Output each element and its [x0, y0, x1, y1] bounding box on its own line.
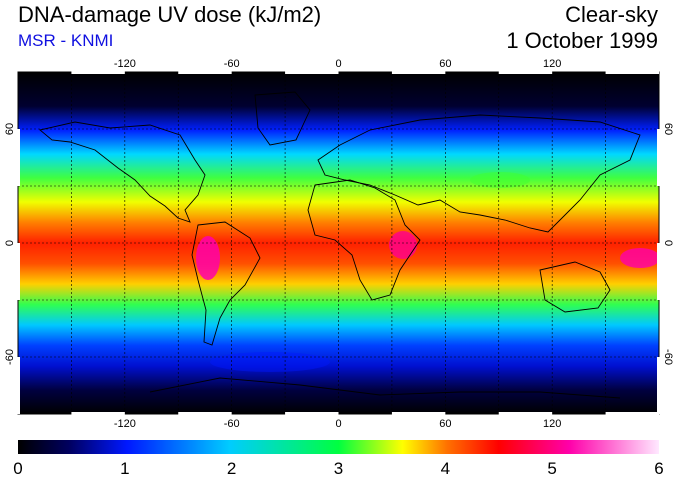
- frame-tick-left: [16, 129, 20, 186]
- colorbar-label: 6: [654, 459, 663, 478]
- colorbar-label: 3: [334, 459, 343, 478]
- lat-tick-label: -60: [4, 349, 16, 365]
- lat-tick-label: 0: [4, 240, 16, 246]
- frame-tick-top: [71, 70, 125, 74]
- coastlines: [39, 91, 641, 399]
- frame-tick-right: [657, 129, 661, 186]
- frame-tick-top: [605, 70, 659, 74]
- coast-south-america: [191, 221, 261, 346]
- frame-tick-top: [285, 70, 339, 74]
- lon-tick-label: -120: [114, 58, 136, 70]
- lon-tick-label: 60: [439, 418, 451, 430]
- coast-australia: [539, 261, 611, 313]
- frame-tick-left: [16, 243, 20, 300]
- lon-tick-label: -120: [114, 418, 136, 430]
- colorbar-label: 0: [13, 459, 22, 478]
- colorbar-label: 4: [441, 459, 450, 478]
- lon-tick-labels-top: -120 -60 0 60 120: [114, 58, 562, 70]
- coast-europe-asia: [317, 114, 641, 233]
- frame-tick-top: [498, 70, 553, 74]
- frame-tick-bottom: [285, 412, 339, 416]
- date-label: 1 October 1999: [506, 28, 658, 53]
- coast-antarctica: [149, 377, 621, 399]
- coast-north-america: [39, 121, 206, 223]
- frame-tick-top: [391, 70, 446, 74]
- lon-tick-labels-bottom: -120 -60 0 60 120: [114, 418, 562, 430]
- colorbar-labels: 0 1 2 3 4 5 6: [13, 459, 663, 478]
- frame-tick-left: [16, 357, 20, 414]
- frame-ticks: [16, 70, 661, 416]
- frame-tick-right: [657, 357, 661, 414]
- frame-tick-bottom: [498, 412, 553, 416]
- lon-tick-label: 0: [335, 58, 341, 70]
- lat-tick-label: 60: [662, 123, 674, 135]
- lon-tick-label: 120: [543, 58, 561, 70]
- lat-tick-labels-right: 60 0 -60: [662, 123, 674, 365]
- lat-tick-label: 60: [4, 123, 16, 135]
- map-title: DNA-damage UV dose (kJ/m2): [18, 2, 322, 27]
- frame-tick-bottom: [71, 412, 125, 416]
- lon-tick-label: -60: [224, 58, 240, 70]
- lon-tick-label: 120: [543, 418, 561, 430]
- graticule: [18, 72, 659, 414]
- lon-tick-label: 0: [335, 418, 341, 430]
- frame-tick-bottom: [178, 412, 232, 416]
- lat-tick-label: 0: [662, 240, 674, 246]
- frame-tick-top: [178, 70, 232, 74]
- coast-africa: [307, 179, 421, 301]
- lat-tick-label: -60: [662, 349, 674, 365]
- frame-tick-bottom: [391, 412, 446, 416]
- frame-tick-bottom: [605, 412, 659, 416]
- lon-tick-label: 60: [439, 58, 451, 70]
- frame-tick-right: [657, 243, 661, 300]
- coast-greenland: [254, 91, 311, 146]
- lon-tick-label: -60: [224, 418, 240, 430]
- colorbar-label: 5: [547, 459, 556, 478]
- colorbar-label: 2: [227, 459, 236, 478]
- lat-tick-labels-left: 60 0 -60: [4, 123, 16, 365]
- colorbar: [18, 440, 659, 454]
- map-subtitle: MSR - KNMI: [18, 31, 114, 50]
- sky-condition-label: Clear-sky: [565, 2, 658, 27]
- colorbar-label: 1: [120, 459, 129, 478]
